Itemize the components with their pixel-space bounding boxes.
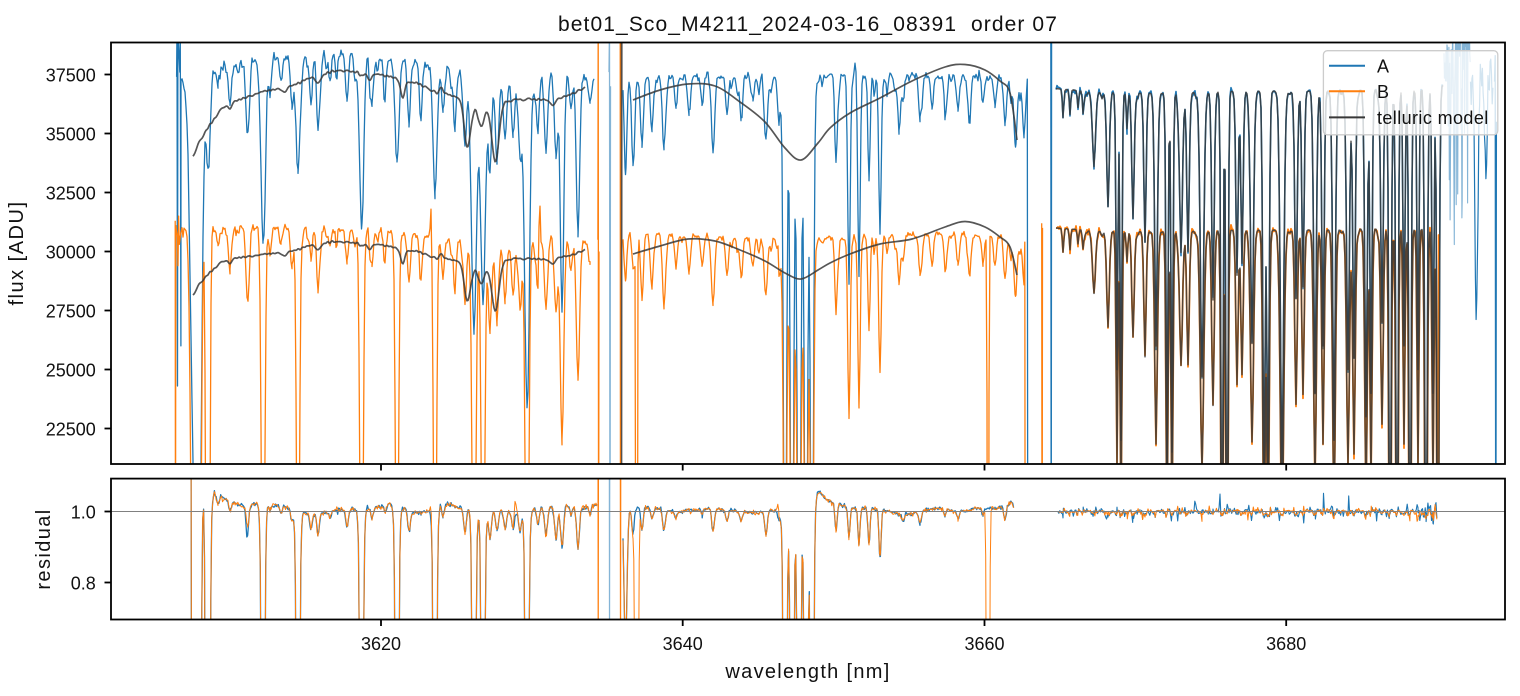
svg-text:3620: 3620 <box>361 634 401 654</box>
svg-text:27500: 27500 <box>46 302 96 322</box>
svg-text:30000: 30000 <box>46 243 96 263</box>
svg-text:22500: 22500 <box>46 420 96 440</box>
svg-text:bet01_Sco_M4211_2024-03-16_083: bet01_Sco_M4211_2024-03-16_08391 order 0… <box>558 13 1058 36</box>
svg-text:3660: 3660 <box>964 634 1004 654</box>
svg-text:3680: 3680 <box>1266 634 1306 654</box>
svg-text:B: B <box>1377 82 1389 102</box>
svg-text:telluric model: telluric model <box>1377 108 1489 128</box>
svg-text:1.0: 1.0 <box>71 503 96 523</box>
svg-text:wavelength [nm]: wavelength [nm] <box>724 661 890 683</box>
svg-text:A: A <box>1377 56 1389 76</box>
svg-text:37500: 37500 <box>46 66 96 86</box>
svg-text:25000: 25000 <box>46 361 96 381</box>
svg-text:0.8: 0.8 <box>71 574 96 594</box>
svg-text:3640: 3640 <box>663 634 703 654</box>
svg-text:flux [ADU]: flux [ADU] <box>6 200 28 305</box>
svg-text:residual: residual <box>33 508 55 589</box>
svg-text:32500: 32500 <box>46 184 96 204</box>
svg-text:35000: 35000 <box>46 125 96 145</box>
